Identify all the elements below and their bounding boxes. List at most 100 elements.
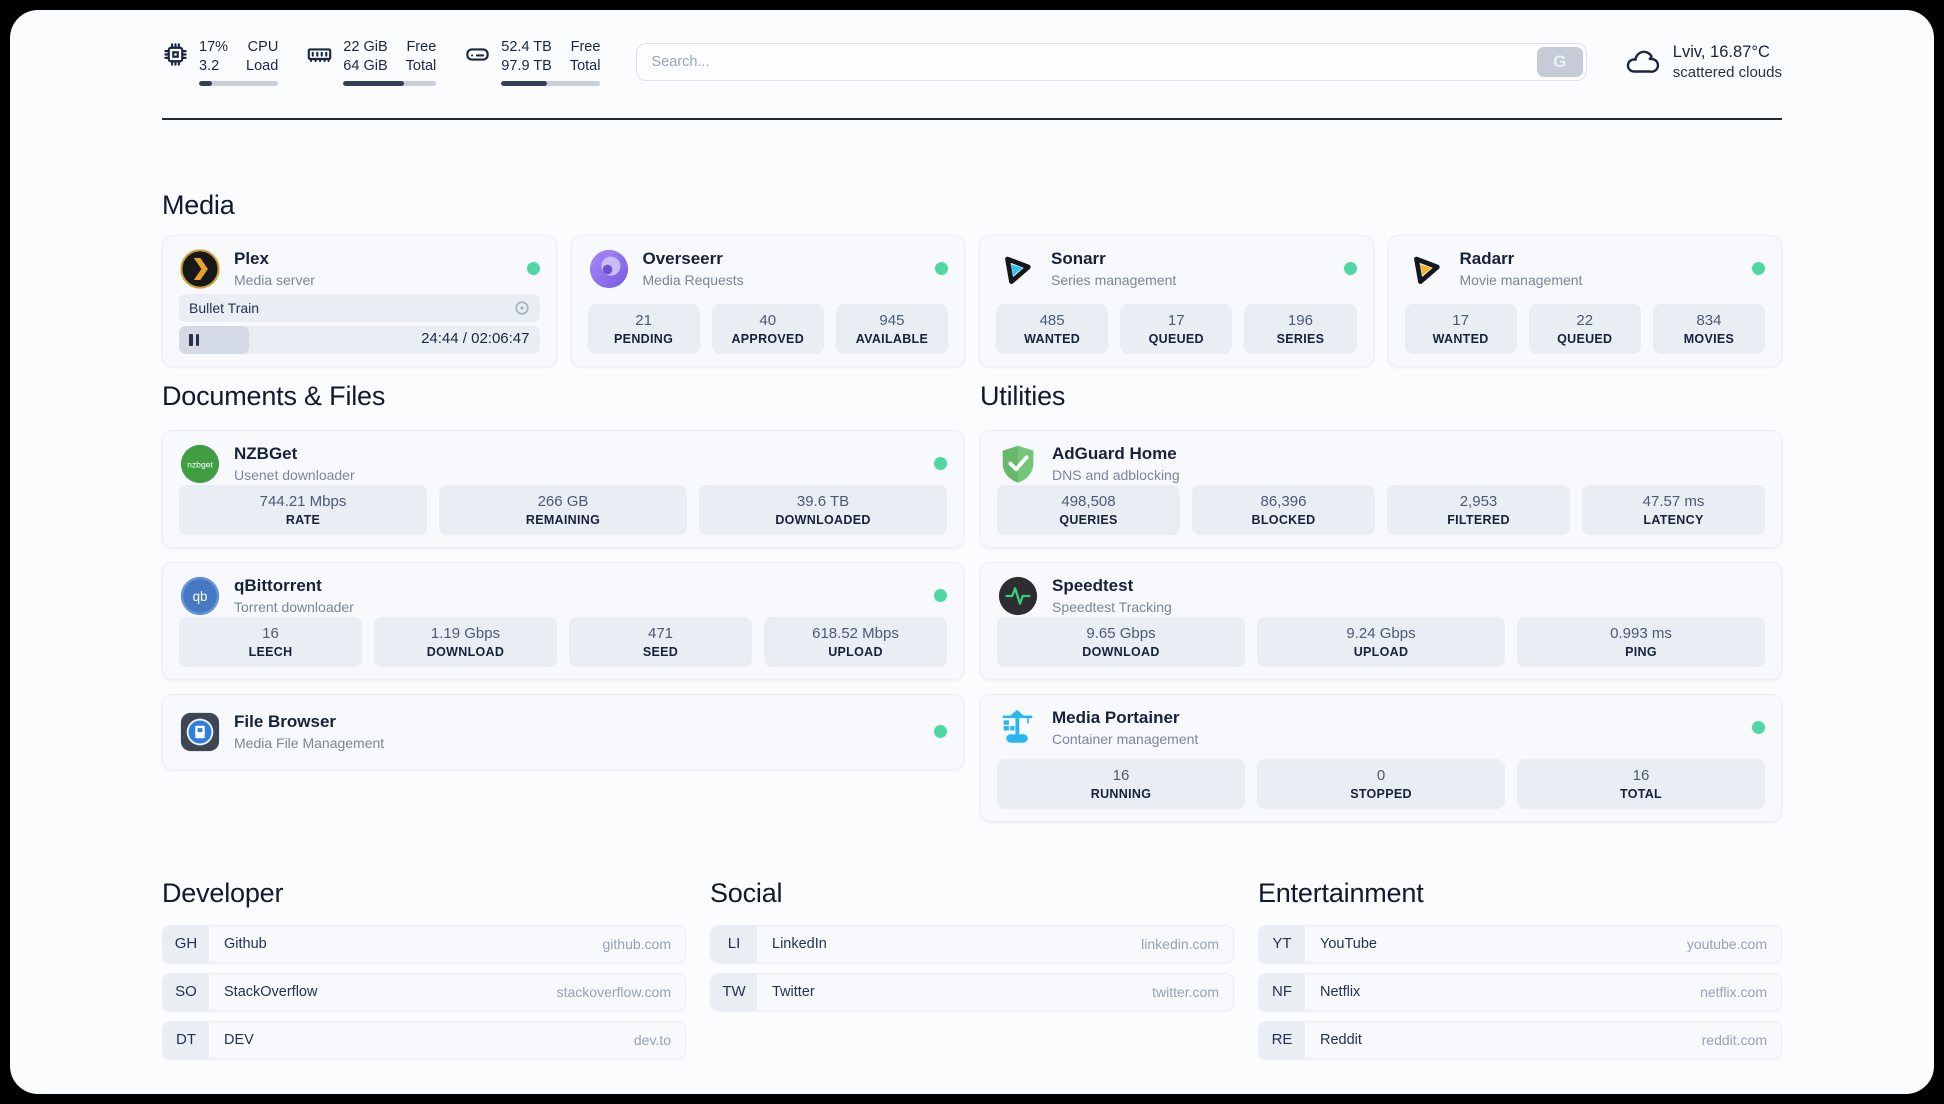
stat-value: 2,953 (1459, 493, 1498, 511)
app-card-filebrowser[interactable]: File Browser Media File Management (162, 693, 964, 770)
cpu-free-value: 17% (199, 39, 229, 55)
cpu-widget: 17% CPU 3.2 Load (162, 38, 279, 86)
stat-wanted: 17 WANTED (1404, 304, 1517, 354)
stat-value: 16 (1112, 767, 1130, 785)
stat-queries: 498,508 QUERIES (997, 485, 1180, 535)
stat-label: UPLOAD (828, 645, 883, 660)
app-card-overseerr[interactable]: Overseerr Media Requests 21 PENDING 40 A… (570, 234, 965, 367)
nzbget-titles: NZBGet Usenet downloader (234, 444, 355, 482)
bookmark-name: DEV (224, 1031, 254, 1048)
stat-label: UPLOAD (1353, 645, 1409, 660)
section-title-developer: Developer (162, 877, 284, 908)
stat-value: 0 (1376, 767, 1386, 785)
app-card-qbittorrent[interactable]: qb qBittorrent Torrent downloader 16 LEE… (162, 561, 964, 680)
stat-value: 39.6 TB (796, 493, 850, 511)
section-title-media: Media (162, 189, 235, 220)
app-card-radarr[interactable]: Radarr Movie management 17 WANTED 22 QUE… (1387, 234, 1782, 367)
app-name: Sonarr (1051, 249, 1106, 269)
app-subtitle: Media server (234, 271, 315, 288)
bookmark-stackoverflow[interactable]: SO StackOverflow stackoverflow.com (162, 972, 686, 1011)
bookmark-name: LinkedIn (772, 935, 827, 952)
app-card-plex[interactable]: Plex Media server Bullet Train 24:44 / 0… (162, 234, 557, 367)
plex-icon (179, 248, 221, 290)
nzbget-header: nzbget NZBGet Usenet downloader (179, 443, 947, 485)
memory-stats: 22 GiB Free 64 GiB Total (343, 38, 437, 86)
app-name: Radarr (1459, 249, 1515, 269)
bookmark-url: github.com (602, 935, 671, 952)
stat-label: PING (1625, 645, 1657, 660)
overseerr-titles: Overseerr Media Requests (643, 249, 744, 287)
stat-total: 16 TOTAL (1517, 759, 1765, 809)
plex-header: Plex Media server (179, 248, 540, 290)
plex-titles: Plex Media server (234, 249, 315, 287)
bookmark-netflix[interactable]: NF Netflix netflix.com (1258, 972, 1782, 1011)
app-card-adguard[interactable]: AdGuard Home DNS and adblocking 498,508 … (980, 429, 1782, 548)
adguard-stats: 498,508 QUERIES 86,396 BLOCKED 2,953 FIL… (997, 485, 1765, 535)
radarr-header: Radarr Movie management (1405, 248, 1765, 290)
bookmark-reddit[interactable]: RE Reddit reddit.com (1258, 1020, 1782, 1059)
stat-label: RUNNING (1090, 787, 1152, 802)
sonarr-icon (996, 248, 1038, 290)
qbittorrent-header: qb qBittorrent Torrent downloader (179, 575, 947, 617)
playback-progress[interactable]: 24:44 / 02:06:47 (179, 325, 540, 354)
section-title-social: Social (710, 877, 783, 908)
bookmark-abbr: RE (1259, 1021, 1305, 1058)
stat-label: RATE (285, 513, 321, 528)
bookmark-sections: Developer GH Github github.com SO StackO… (162, 878, 1782, 1059)
portainer-titles: Media Portainer Container management (1052, 708, 1198, 746)
search-provider-button[interactable]: G (1536, 46, 1583, 77)
app-card-speedtest[interactable]: Speedtest Speedtest Tracking 9.65 Gbps D… (980, 561, 1782, 680)
stat-label: LATENCY (1643, 513, 1704, 528)
pause-icon (189, 333, 199, 346)
stat-label: TOTAL (1619, 787, 1662, 802)
stat-ping: 0.993 ms PING (1517, 617, 1765, 667)
weather-text: Lviv, 16.87°C scattered clouds (1673, 43, 1782, 81)
bookmark-url: netflix.com (1700, 983, 1767, 1000)
bookmark-linkedin[interactable]: LI LinkedIn linkedin.com (710, 924, 1234, 963)
weather-condition: scattered clouds (1672, 63, 1782, 81)
stat-available: 945 AVAILABLE (835, 304, 949, 354)
app-card-sonarr[interactable]: Sonarr Series management 485 WANTED 17 Q… (979, 234, 1374, 367)
stat-movies: 834 MOVIES (1652, 304, 1766, 354)
app-subtitle: Movie management (1459, 271, 1583, 288)
memory-widget: 22 GiB Free 64 GiB Total (306, 38, 437, 86)
disk-progress-fill (501, 80, 547, 86)
app-name: Speedtest (1052, 576, 1134, 596)
bookmark-abbr: NF (1259, 973, 1305, 1010)
app-card-nzbget[interactable]: nzbget NZBGet Usenet downloader 744.21 M… (162, 429, 964, 548)
stat-label: BLOCKED (1251, 513, 1316, 528)
status-indicator (935, 262, 948, 276)
sonarr-header: Sonarr Series management (996, 248, 1357, 290)
media-card-grid: Plex Media server Bullet Train 24:44 / 0… (162, 234, 1782, 367)
search-input[interactable] (636, 42, 1587, 81)
stat-label: DOWNLOAD (1082, 645, 1160, 660)
cpu-label-1: CPU (247, 39, 279, 55)
stat-value: 9.24 Gbps (1346, 625, 1416, 643)
bookmark-twitter[interactable]: TW Twitter twitter.com (710, 972, 1234, 1011)
documents-section: Documents & Files nzbget NZBGet Usenet d… (162, 381, 964, 822)
stat-value: 471 (647, 625, 674, 643)
status-indicator (1752, 262, 1765, 276)
portainer-header: Media Portainer Container management (997, 707, 1765, 749)
bookmark-abbr: LI (711, 925, 757, 962)
qbittorrent-titles: qBittorrent Torrent downloader (234, 576, 354, 614)
app-card-portainer[interactable]: Media Portainer Container management 16 … (980, 693, 1782, 822)
nzbget-icon: nzbget (179, 443, 221, 485)
utilities-section: Utilities AdGuard Home DNS and adblockin… (980, 381, 1782, 822)
disk-stats: 52.4 TB Free 97.9 TB Total (501, 38, 601, 86)
bookmark-dev[interactable]: DT DEV dev.to (162, 1020, 686, 1059)
speedtest-header: Speedtest Speedtest Tracking (997, 575, 1765, 617)
bookmark-name: Github (224, 935, 267, 952)
stat-label: SEED (642, 645, 679, 660)
stat-value: 16 (1632, 767, 1650, 785)
stat-value: 16 (262, 625, 279, 643)
stat-download: 1.19 Gbps DOWNLOAD (374, 617, 557, 667)
speedtest-titles: Speedtest Speedtest Tracking (1052, 576, 1172, 614)
bookmark-youtube[interactable]: YT YouTube youtube.com (1258, 924, 1782, 963)
bookmark-github[interactable]: GH Github github.com (162, 924, 686, 963)
entertainment-list: YT YouTube youtube.com NF Netflix netfli… (1258, 924, 1782, 1059)
stat-queued: 17 QUEUED (1120, 304, 1233, 354)
svg-text:qb: qb (193, 588, 208, 603)
stat-series: 196 SERIES (1244, 304, 1357, 354)
stat-filtered: 2,953 FILTERED (1387, 485, 1570, 535)
